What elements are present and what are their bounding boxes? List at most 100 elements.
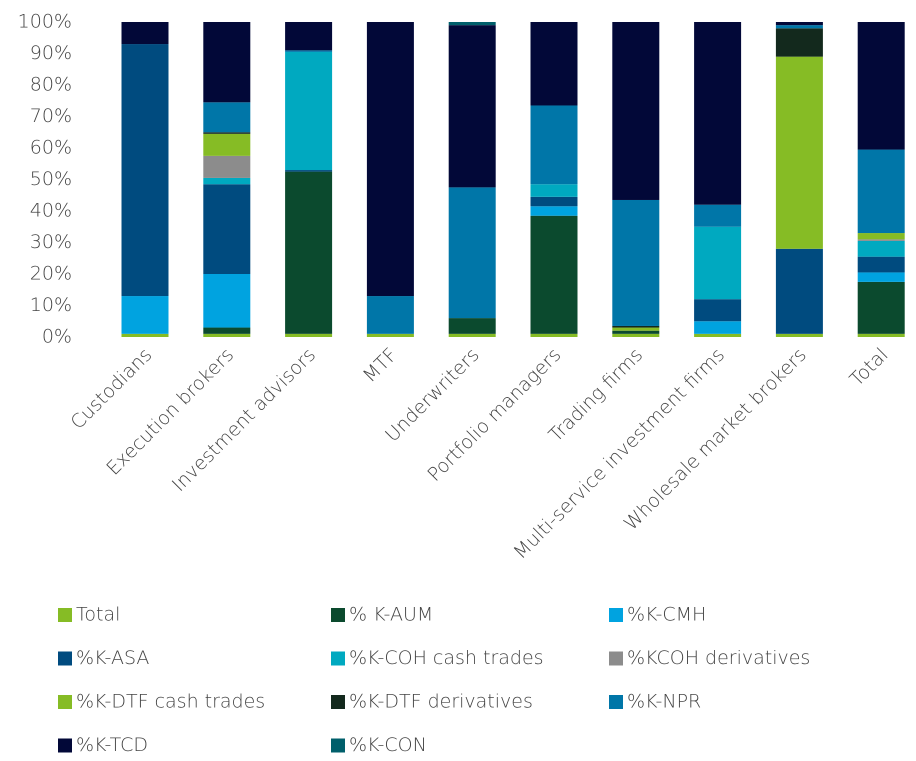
bar-segment [203, 274, 251, 328]
bar-segment [448, 22, 496, 26]
bar-segment [203, 102, 251, 133]
bar-segment [612, 327, 660, 331]
bar-segment [530, 184, 578, 197]
x-tick-label: Portfolio managers [423, 344, 565, 486]
legend-swatch [609, 608, 623, 622]
y-tick-label: 50% [30, 168, 72, 190]
bar-segment [775, 25, 823, 29]
legend-swatch [609, 651, 623, 666]
y-tick-label: 70% [30, 105, 72, 127]
bar-segment [530, 333, 578, 337]
y-tick-label: 40% [30, 200, 72, 222]
bar-segment [612, 199, 660, 326]
legend-label: %K-DTF cash trades [76, 691, 265, 713]
bar-segment [857, 333, 905, 337]
bar-segment [530, 196, 578, 207]
bar-segment [203, 132, 251, 134]
bar-segment [121, 333, 169, 337]
bar-segment [121, 22, 169, 45]
legend-swatch [58, 651, 72, 666]
bar-segment [694, 22, 742, 205]
bar-segment [694, 226, 742, 300]
legend-swatch [58, 608, 72, 622]
bar-segment [857, 233, 905, 240]
bar-segment [121, 296, 169, 334]
y-tick-label: 60% [30, 137, 72, 159]
bar-segment [366, 333, 414, 337]
bar-segment [612, 330, 660, 334]
legend-label: %K-COH cash trades [349, 647, 544, 669]
legend-label: % K-AUM [349, 604, 433, 626]
legend-swatch [331, 695, 345, 709]
x-tick-label: Custodians [66, 344, 156, 434]
legend-label: %K-DTF derivatives [349, 691, 533, 713]
bar-segment [857, 149, 905, 234]
y-tick-label: 0% [42, 326, 72, 348]
bar-segment [285, 333, 333, 337]
bar-segment [448, 318, 496, 334]
bar-segment [285, 171, 333, 334]
bar-segment [530, 22, 578, 106]
bar-segment [530, 215, 578, 334]
bar-segment [121, 44, 169, 297]
bar-segment [448, 25, 496, 188]
bar-segment [203, 155, 251, 178]
bar-segment [530, 105, 578, 185]
bar-segment [366, 22, 414, 297]
legend-swatch [58, 695, 72, 709]
bar-segment [203, 133, 251, 156]
bar-segment [448, 187, 496, 319]
bar-segment [857, 22, 905, 150]
bar-segment [203, 184, 251, 274]
bar-segment [203, 177, 251, 185]
x-tick-label: MTF [359, 344, 402, 387]
legend-label: %K-CMH [627, 604, 706, 626]
x-tick-label: Investment advisors [168, 344, 320, 496]
legend-swatch [331, 651, 345, 666]
legend-swatch [331, 608, 345, 622]
y-tick-label: 30% [30, 231, 72, 253]
bar-segment [612, 333, 660, 337]
bar-segment [285, 51, 333, 171]
bar-segment [285, 50, 333, 52]
bar-segment [203, 327, 251, 334]
bar-segment [694, 333, 742, 337]
bar-segment [857, 256, 905, 273]
bar-segment [857, 281, 905, 334]
bar-segment [285, 22, 333, 51]
y-tick-label: 80% [30, 74, 72, 96]
bar-segment [694, 321, 742, 334]
bar-segment [857, 272, 905, 282]
legend-label: %K-ASA [76, 647, 149, 669]
y-tick-label: 90% [30, 42, 72, 64]
legend-swatch [609, 695, 623, 709]
bar-segment [203, 333, 251, 337]
legend-label: %K-CON [349, 734, 427, 756]
legend-label: %KCOH derivatives [627, 647, 810, 669]
bar-segment [857, 240, 905, 257]
legend-label: %K-NPR [627, 691, 701, 713]
y-tick-label: 100% [18, 11, 72, 33]
legend-swatch [58, 738, 72, 753]
bar-segment [775, 22, 823, 26]
bar-segment [612, 22, 660, 200]
bar-segment [857, 239, 905, 241]
bar-segment [203, 22, 251, 103]
legend-label: Total [76, 604, 120, 626]
bar-segment [694, 204, 742, 227]
bar-segment [694, 299, 742, 322]
legend-label: %K-TCD [76, 734, 148, 756]
y-tick-label: 10% [30, 294, 72, 316]
legend-swatch [331, 738, 345, 753]
bar-segment [366, 296, 414, 334]
x-tick-label: Total [846, 344, 893, 391]
bar-segment [285, 170, 333, 172]
y-tick-label: 20% [30, 263, 72, 285]
bar-segment [775, 333, 823, 337]
bar-segment [448, 333, 496, 337]
bar-segment [530, 206, 578, 216]
bar-segment [775, 28, 823, 57]
bar-segment [775, 248, 823, 334]
bar-segment [612, 325, 660, 328]
